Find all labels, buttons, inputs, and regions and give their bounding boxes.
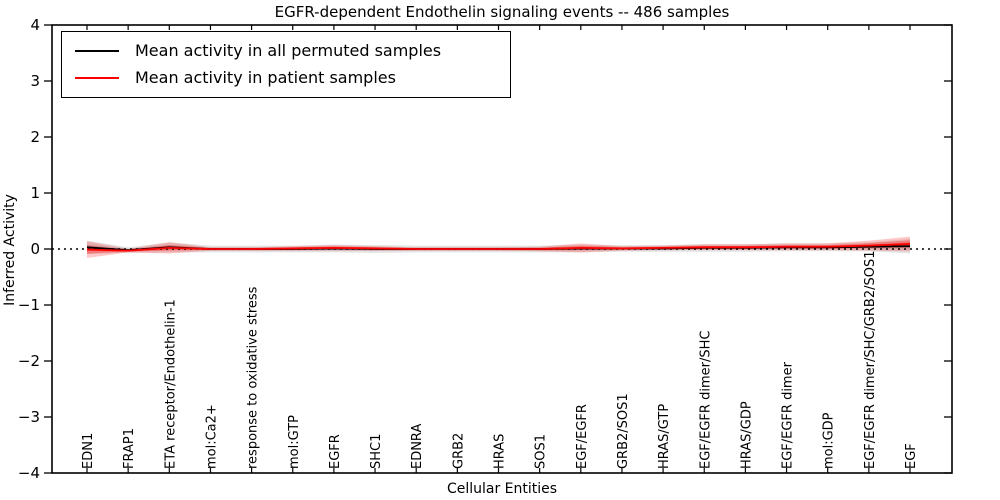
x-tick-label: HRAS/GTP: [657, 404, 672, 469]
black-line-swatch: [75, 50, 119, 52]
x-tick-label: EGF/EGFR: [575, 404, 590, 469]
x-tick-label: response to oxidative stress: [246, 286, 261, 469]
y-tick-label: 1: [30, 184, 40, 202]
x-tick-label: EGF/EGFR dimer: [781, 361, 796, 469]
x-tick-label: FRAP1: [122, 428, 137, 469]
y-axis-label: Inferred Activity: [2, 194, 18, 306]
x-tick-label: mol:GTP: [287, 415, 302, 469]
legend-label-permuted: Mean activity in all permuted samples: [135, 41, 442, 60]
x-tick-label: SHC1: [369, 434, 384, 469]
x-axis-label: Cellular Entities: [446, 481, 558, 497]
legend-entry-permuted: Mean activity in all permuted samples: [62, 43, 510, 59]
chart-title: EGFR-dependent Endothelin signaling even…: [274, 3, 730, 21]
red-line-swatch: [75, 77, 119, 79]
y-tick-label: 3: [30, 72, 40, 90]
x-tick-label: EGFR: [328, 434, 343, 469]
x-tick-label: EDNRA: [410, 424, 425, 469]
y-tick-label: −3: [18, 408, 40, 426]
x-tick-label: SOS1: [534, 434, 549, 469]
x-tick-label: ETA receptor/Endothelin-1: [163, 299, 178, 469]
legend: Mean activity in all permuted samples Me…: [61, 31, 511, 98]
x-tick-label: EGF/EGFR dimer/SHC: [698, 331, 713, 469]
x-tick-label: EGF/EGFR dimer/SHC/GRB2/SOS1: [863, 251, 878, 470]
x-tick-label: GRB2/SOS1: [616, 393, 631, 469]
y-tick-label: −4: [18, 464, 40, 482]
permuted-band: [87, 238, 910, 255]
x-tick-label: HRAS/GDP: [739, 401, 754, 469]
patient-mean-line: [86, 243, 911, 252]
y-tick-label: 2: [30, 128, 40, 146]
x-tick-label: EDN1: [81, 433, 96, 469]
y-tick-label: −1: [18, 296, 40, 314]
plot-frame: [51, 24, 953, 474]
x-tick-label: HRAS: [493, 434, 508, 469]
x-tick-label: EGF: [904, 443, 919, 469]
x-tick-label: mol:Ca2+: [204, 404, 219, 469]
y-tick-label: 0: [30, 240, 40, 258]
y-tick-label: 4: [30, 16, 40, 34]
x-tick-label: mol:GDP: [822, 412, 837, 469]
x-tick-label: GRB2: [451, 433, 466, 469]
legend-label-patient: Mean activity in patient samples: [135, 68, 396, 87]
legend-entry-patient: Mean activity in patient samples: [62, 70, 510, 86]
y-tick-label: −2: [18, 352, 40, 370]
